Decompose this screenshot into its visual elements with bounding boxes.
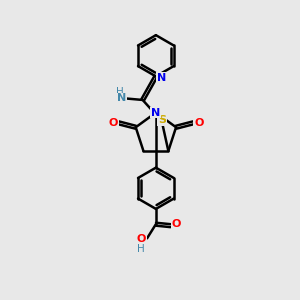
Text: O: O	[172, 219, 181, 229]
Text: N: N	[157, 73, 166, 83]
Text: N: N	[117, 94, 126, 103]
Text: O: O	[108, 118, 118, 128]
Text: S: S	[158, 115, 166, 125]
Text: H: H	[116, 87, 124, 97]
Text: N: N	[151, 108, 160, 118]
Text: O: O	[194, 118, 203, 128]
Text: O: O	[137, 234, 146, 244]
Text: H: H	[137, 244, 145, 254]
